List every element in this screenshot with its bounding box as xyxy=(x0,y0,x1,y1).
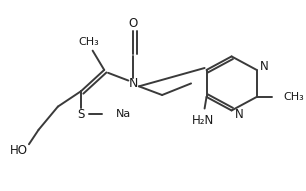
Text: Na: Na xyxy=(116,109,131,119)
Text: N: N xyxy=(260,60,269,73)
Text: CH₃: CH₃ xyxy=(284,92,304,102)
Text: CH₃: CH₃ xyxy=(78,37,99,47)
Text: HO: HO xyxy=(10,144,28,158)
Text: O: O xyxy=(129,17,138,30)
Text: H₂N: H₂N xyxy=(192,114,214,127)
Text: N: N xyxy=(129,77,138,90)
Text: N: N xyxy=(235,108,244,121)
Text: S: S xyxy=(77,108,85,121)
